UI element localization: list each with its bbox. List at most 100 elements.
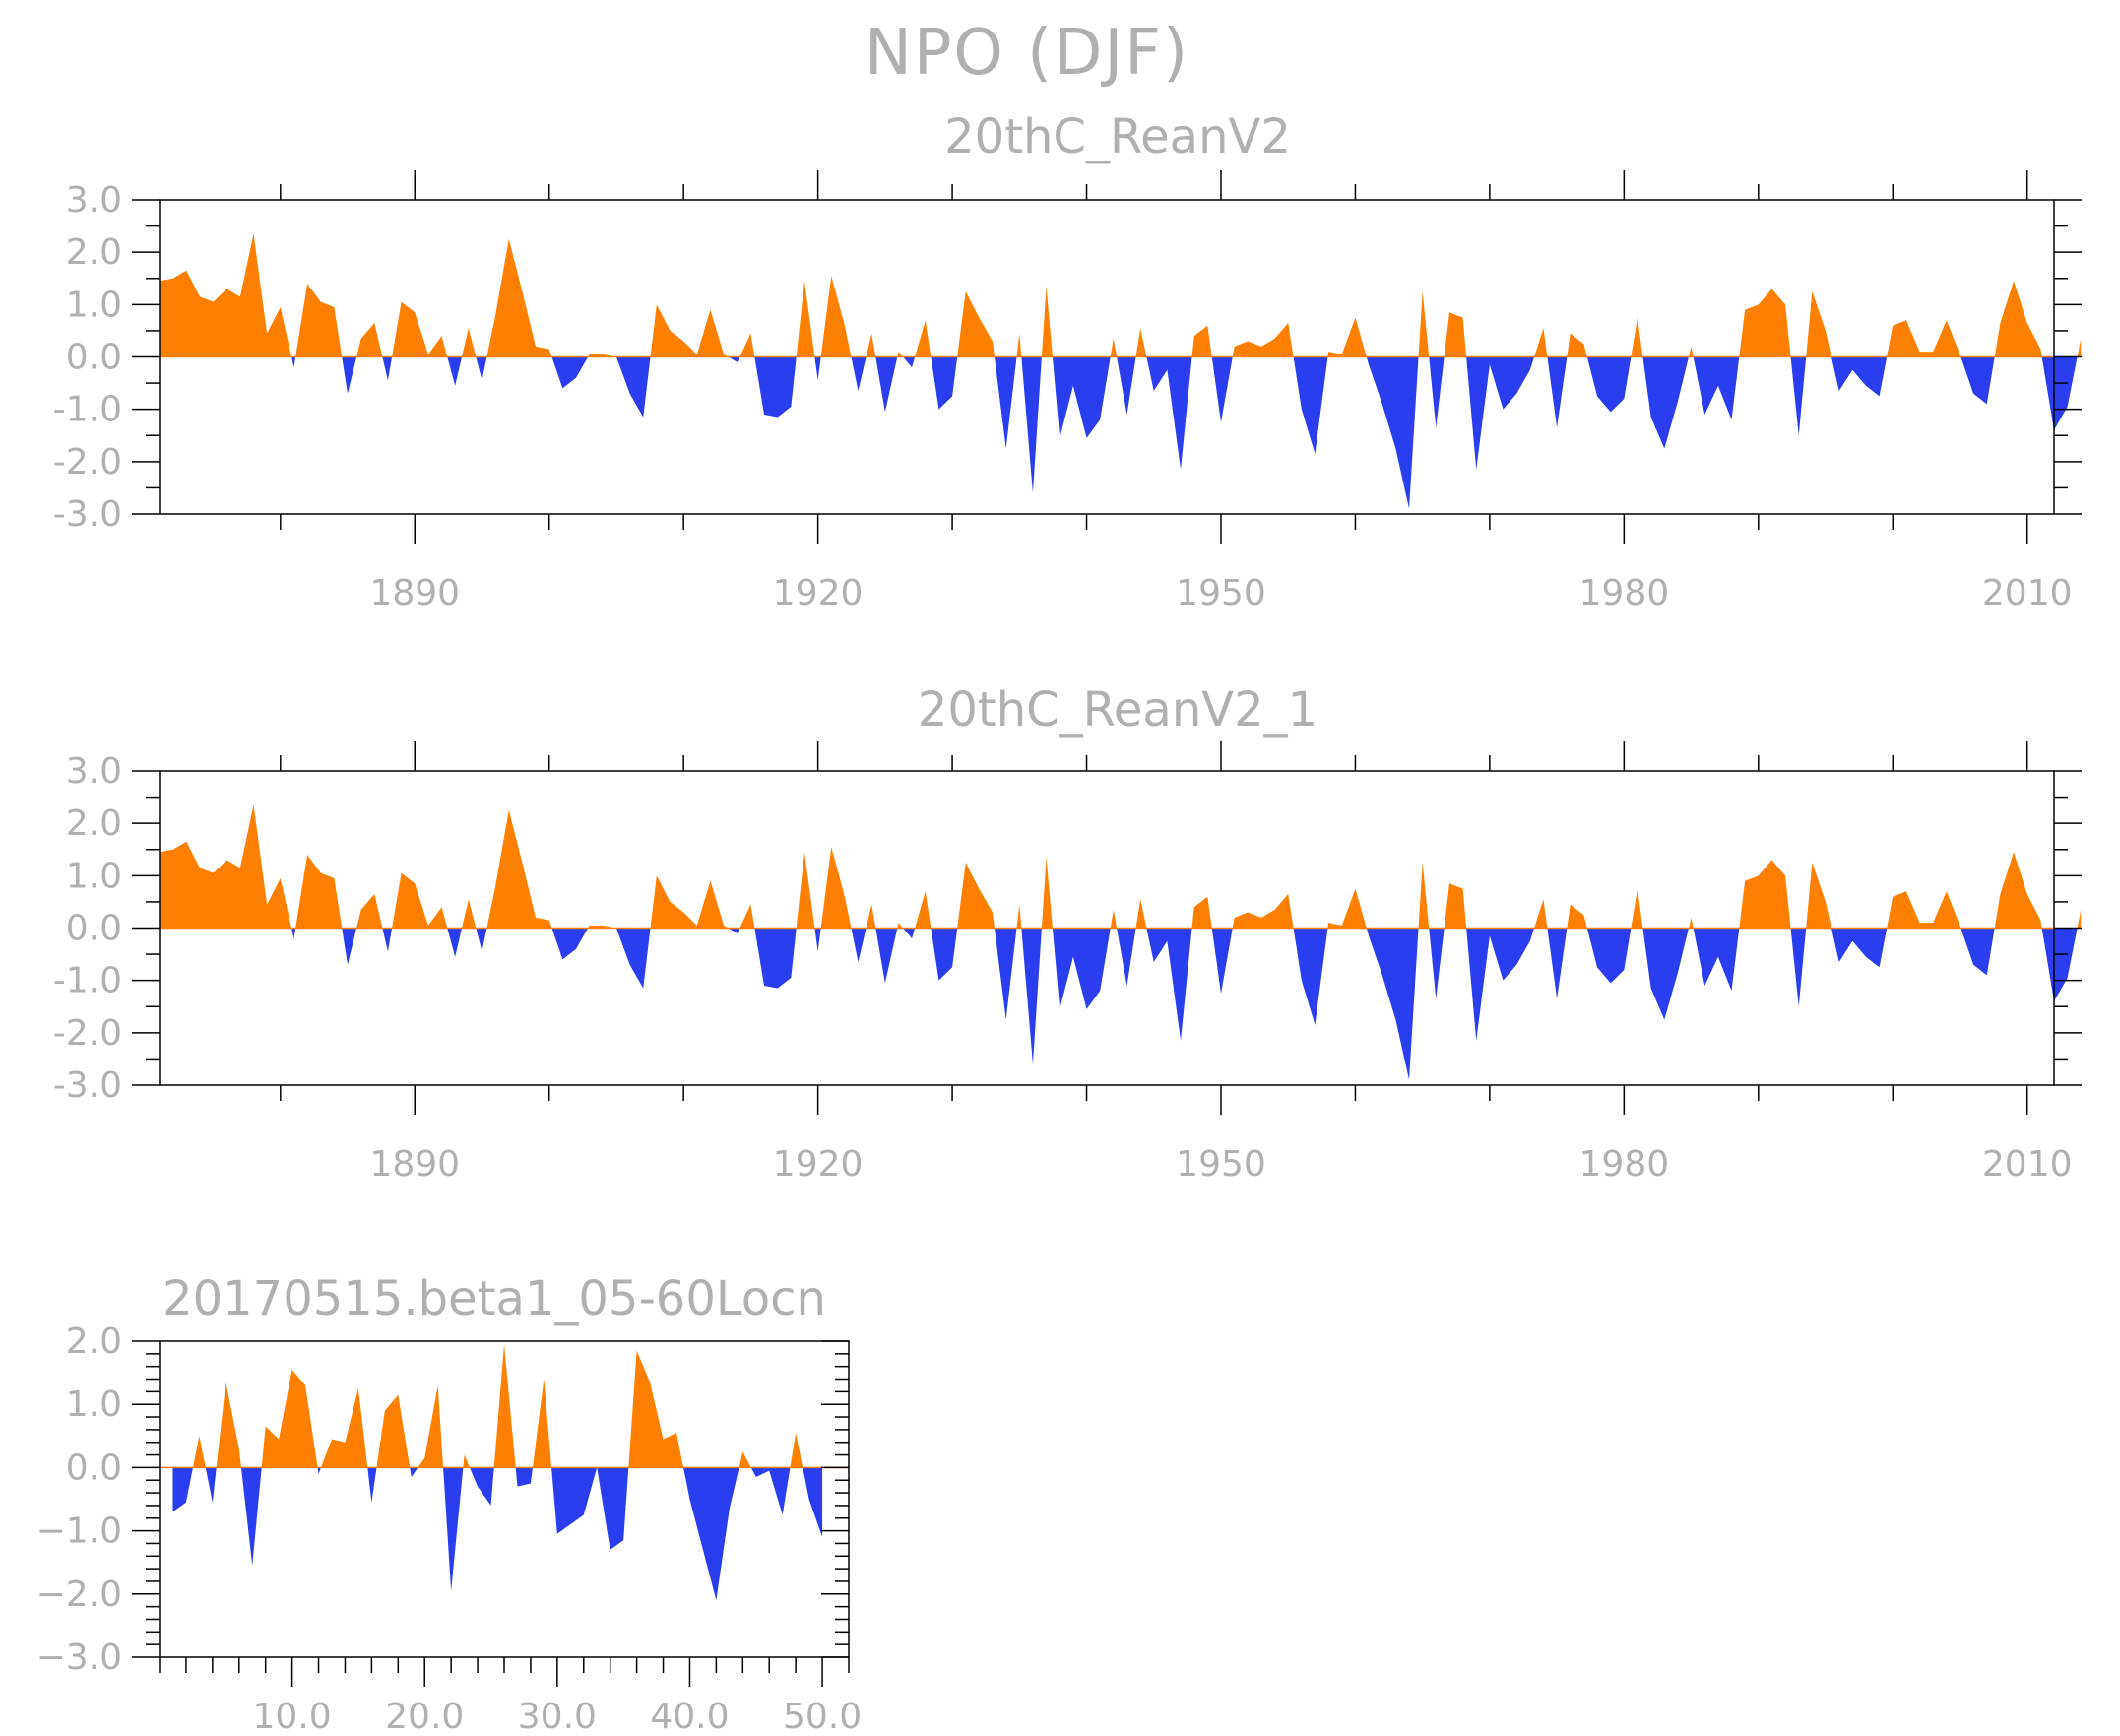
negative-area <box>1790 928 1807 1007</box>
negative-area <box>903 928 916 939</box>
x-tick-label: 1950 <box>1176 573 1266 613</box>
negative-area <box>1960 928 1995 976</box>
negative-area <box>551 1467 598 1534</box>
negative-area <box>317 1467 321 1474</box>
positive-area <box>1041 286 1053 357</box>
positive-area <box>2077 338 2082 357</box>
negative-area <box>1366 928 1419 1080</box>
negative-area <box>470 1467 494 1506</box>
negative-area <box>1293 356 1328 454</box>
y-tick-label: 1.0 <box>66 1384 122 1425</box>
negative-area <box>1429 356 1445 428</box>
positive-area <box>2077 909 2082 929</box>
negative-area <box>995 928 1017 1020</box>
negative-area <box>1052 356 1111 438</box>
positive-area <box>295 855 343 929</box>
negative-area <box>728 356 740 362</box>
negative-area <box>683 1467 739 1601</box>
positive-area <box>1327 888 1367 929</box>
positive-area <box>462 899 477 929</box>
negative-area <box>875 928 898 984</box>
positive-area <box>295 284 343 357</box>
negative-area <box>342 356 357 394</box>
negative-area <box>1429 928 1445 999</box>
negative-area <box>515 1467 533 1487</box>
negative-area <box>597 1467 629 1550</box>
x-tick-label: 20.0 <box>385 1697 464 1736</box>
positive-area <box>1688 346 1694 357</box>
positive-area <box>493 1344 516 1468</box>
plot-area: 3.0 2.0 1.0 0.0 -1.0 -2.0 -3.0 1890 1920 1950 1980… <box>53 741 2082 1185</box>
negative-area <box>1146 928 1192 1041</box>
y-tick-label: -2.0 <box>53 442 122 482</box>
panel-20thc-reanv2-1: 20thC_ReanV2_1 3.0 2.0 1.0 0.0 -1.0 -2.0 -3.0 1… <box>53 682 2082 1185</box>
positive-area <box>532 1379 552 1468</box>
negative-area <box>931 928 958 981</box>
positive-area <box>216 1382 241 1468</box>
x-tick-label: 30.0 <box>518 1697 597 1736</box>
positive-area <box>1232 322 1294 357</box>
positive-area <box>790 1433 803 1468</box>
positive-area <box>1739 289 1791 357</box>
negative-area <box>1293 928 1328 1025</box>
negative-area <box>1693 356 1740 420</box>
negative-area <box>1211 928 1233 994</box>
y-tick-label: 1.0 <box>66 856 122 896</box>
negative-area <box>410 1467 418 1478</box>
negative-area <box>851 356 867 392</box>
positive-area <box>356 322 383 357</box>
positive-area <box>462 328 477 357</box>
negative-area <box>1547 356 1568 428</box>
x-tick-label: 1890 <box>369 573 460 613</box>
x-tick-label: 40.0 <box>650 1697 729 1736</box>
negative-area <box>1021 928 1042 1064</box>
positive-area <box>739 904 755 929</box>
negative-area <box>551 928 589 960</box>
negative-area <box>1960 356 1995 405</box>
positive-area <box>1994 852 2042 929</box>
negative-area <box>903 356 916 368</box>
negative-area <box>551 356 589 389</box>
positive-area <box>418 1384 444 1468</box>
negative-area <box>995 356 1017 449</box>
x-tick-label: 1920 <box>773 1144 864 1185</box>
negative-area <box>754 356 797 418</box>
positive-area <box>866 904 876 929</box>
x-tick-label: 10.0 <box>253 1697 332 1736</box>
x-tick-label: 2010 <box>1982 573 2073 613</box>
plot-area: 2.0 1.0 0.0 −1.0 −2.0 −3.0 10.0 20.0 30.0 40.0 50.… <box>36 1321 863 1736</box>
positive-area <box>628 1350 684 1468</box>
positive-area <box>1444 312 1467 357</box>
y-tick-label: 0.0 <box>66 909 122 949</box>
positive-area <box>957 291 996 357</box>
negative-area <box>447 356 463 386</box>
y-tick-label: 2.0 <box>66 804 122 844</box>
figure-title: NPO (DJF) <box>865 17 1189 90</box>
positive-area <box>1887 320 1961 357</box>
y-tick-label: −2.0 <box>36 1575 122 1615</box>
positive-area <box>160 804 292 929</box>
positive-area <box>1534 328 1548 357</box>
negative-area <box>367 1467 377 1503</box>
y-tick-label: 2.0 <box>66 232 122 273</box>
negative-area <box>1466 928 1535 1041</box>
y-tick-label: 1.0 <box>66 285 122 325</box>
y-tick-label: 3.0 <box>66 751 122 792</box>
positive-area <box>1110 338 1118 357</box>
negative-area <box>382 356 393 381</box>
negative-area <box>754 928 797 989</box>
negative-area <box>1466 356 1535 470</box>
positive-area <box>1135 328 1147 357</box>
positive-area <box>739 1451 751 1468</box>
negative-area <box>443 1467 464 1591</box>
negative-area <box>291 928 296 939</box>
positive-area <box>486 238 552 357</box>
positive-area <box>160 233 292 357</box>
negative-area <box>728 928 740 933</box>
negative-area <box>803 1467 823 1538</box>
plot-area: 3.0 2.0 1.0 0.0 -1.0 -2.0 -3.0 1890 1920 1950 1980… <box>53 170 2082 613</box>
negative-area <box>1642 356 1689 449</box>
positive-area <box>1688 917 1694 929</box>
y-tick-label: 0.0 <box>66 1447 122 1488</box>
panel-title: 20thC_ReanV2 <box>944 109 1291 164</box>
